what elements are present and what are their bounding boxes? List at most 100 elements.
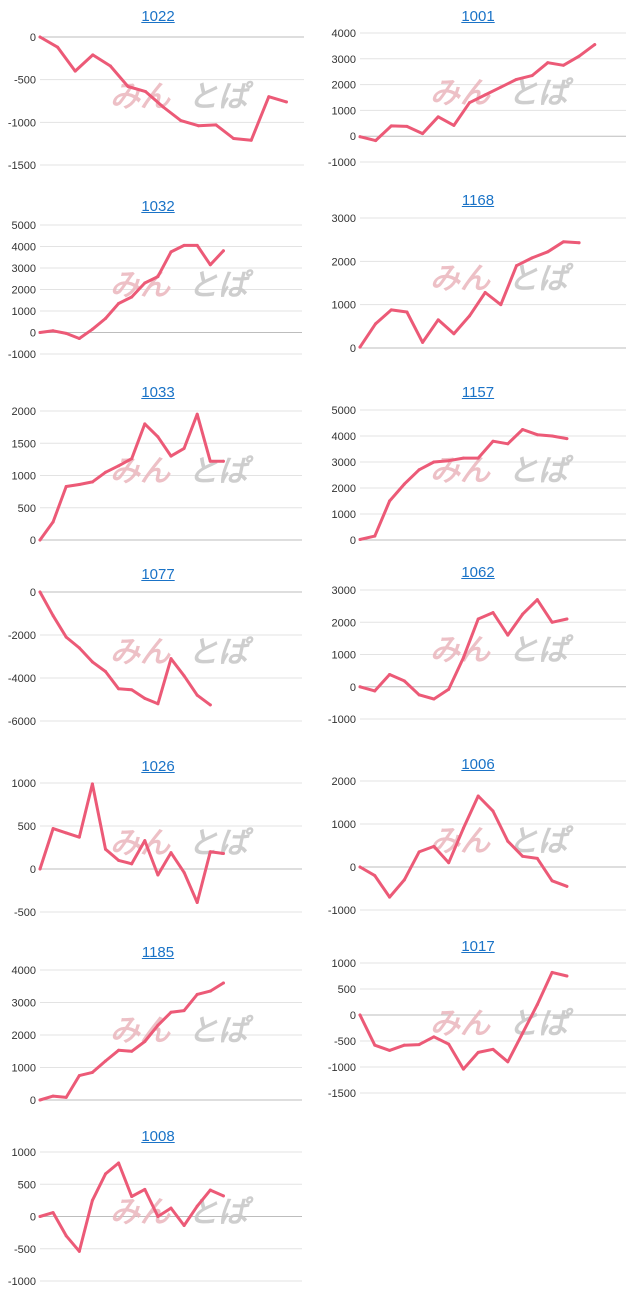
watermark-logo-right: とぱ [188,80,254,115]
data-point [195,243,199,247]
data-point [195,412,199,416]
data-point [117,301,121,305]
data-point [461,656,465,660]
data-point [77,337,81,341]
data-point [196,124,200,128]
data-point [38,590,42,594]
data-point [565,437,569,441]
data-point [104,670,107,674]
data-point [143,1040,147,1043]
chart-title-link[interactable]: 1168 [461,192,495,209]
data-point [452,332,456,336]
y-tick-label: 0 [350,682,356,694]
data-point [388,672,392,676]
data-point [90,1070,94,1074]
data-point [64,635,68,639]
data-point [51,329,55,333]
y-tick-label: 3000 [332,585,356,597]
data-point [90,782,94,786]
y-tick-label: 5000 [12,220,36,232]
data-point [476,794,480,798]
watermark-logo-right: とぱ [188,1195,254,1230]
data-point [535,856,539,860]
data-point [530,74,534,78]
y-tick-label: 2000 [332,80,356,92]
data-point [182,243,186,247]
data-point [130,1049,134,1053]
data-point [143,839,147,843]
y-tick-label: -500 [14,1244,36,1256]
data-point [104,847,107,851]
y-tick-label: -1000 [328,714,356,726]
data-point [182,1224,186,1228]
y-tick-label: 2000 [12,406,36,418]
data-point [90,1198,94,1202]
chart-title-link[interactable]: 1062 [461,564,495,581]
data-point [77,835,81,839]
y-tick-label: 1000 [332,958,356,970]
y-tick-label: 2000 [12,1030,36,1042]
data-point [389,124,393,128]
watermark-logo-left: みん [110,635,171,670]
data-point [499,85,503,89]
chart-title-link[interactable]: 1001 [461,8,495,25]
line-chart: 4000 3000 2000 1000 0 みん とぱ [12,965,302,1107]
data-point [514,77,518,81]
data-point [530,256,534,260]
data-point [156,1215,160,1218]
chart-panel: 1026 1000 500 0 -500 みん とぱ [0,750,316,924]
chart-title-link[interactable]: 1185 [141,944,175,961]
data-point [461,826,465,830]
y-tick-label: 0 [350,343,356,355]
y-tick-label: 4000 [12,242,36,254]
data-point [436,318,440,322]
chart-title-link[interactable]: 1017 [461,938,495,955]
chart-title-link[interactable]: 1032 [141,198,175,215]
y-tick-label: 3000 [332,457,356,469]
chart-title-link[interactable]: 1033 [141,384,175,401]
y-tick-label: -1500 [328,1088,356,1100]
data-point [169,657,173,661]
data-point [506,1060,510,1064]
watermark-logo-left: みん [430,262,491,297]
chart-title-link[interactable]: 1022 [141,8,175,25]
data-point [447,861,451,865]
y-tick-label: 0 [350,535,356,547]
data-point [447,687,451,691]
data-point [373,874,377,878]
y-tick-label: -1000 [8,349,36,361]
chart-panel: 1157 5000 4000 3000 2000 1000 0 みん とぱ [320,376,636,552]
watermark-logo-left: みん [430,1007,491,1042]
data-point [374,139,378,143]
data-point [108,64,112,68]
data-point [405,124,409,128]
data-point [577,241,581,245]
data-point [214,123,218,127]
chart-title-link[interactable]: 1157 [461,384,495,401]
chart-title-link[interactable]: 1008 [141,1128,175,1145]
chart-title-link[interactable]: 1077 [141,566,175,583]
y-tick-label: 0 [30,1095,36,1107]
chart-title-link[interactable]: 1006 [461,756,495,773]
data-point [38,331,42,334]
data-point [358,1013,362,1017]
data-point [117,858,121,862]
y-tick-label: 1000 [12,1063,36,1075]
data-point [476,1050,480,1054]
data-point [535,433,539,437]
y-tick-label: 3000 [332,54,356,66]
data-point [358,345,362,349]
data-point [208,989,212,993]
chart-title-link[interactable]: 1026 [141,758,175,775]
data-point [130,457,134,461]
data-point [208,850,212,854]
line-chart: 3000 2000 1000 0 みん とぱ [332,213,626,355]
data-point [421,132,425,136]
data-point [432,844,436,848]
data-point [468,101,472,105]
data-point [461,456,465,460]
data-point [208,1188,212,1192]
data-point [417,468,421,472]
